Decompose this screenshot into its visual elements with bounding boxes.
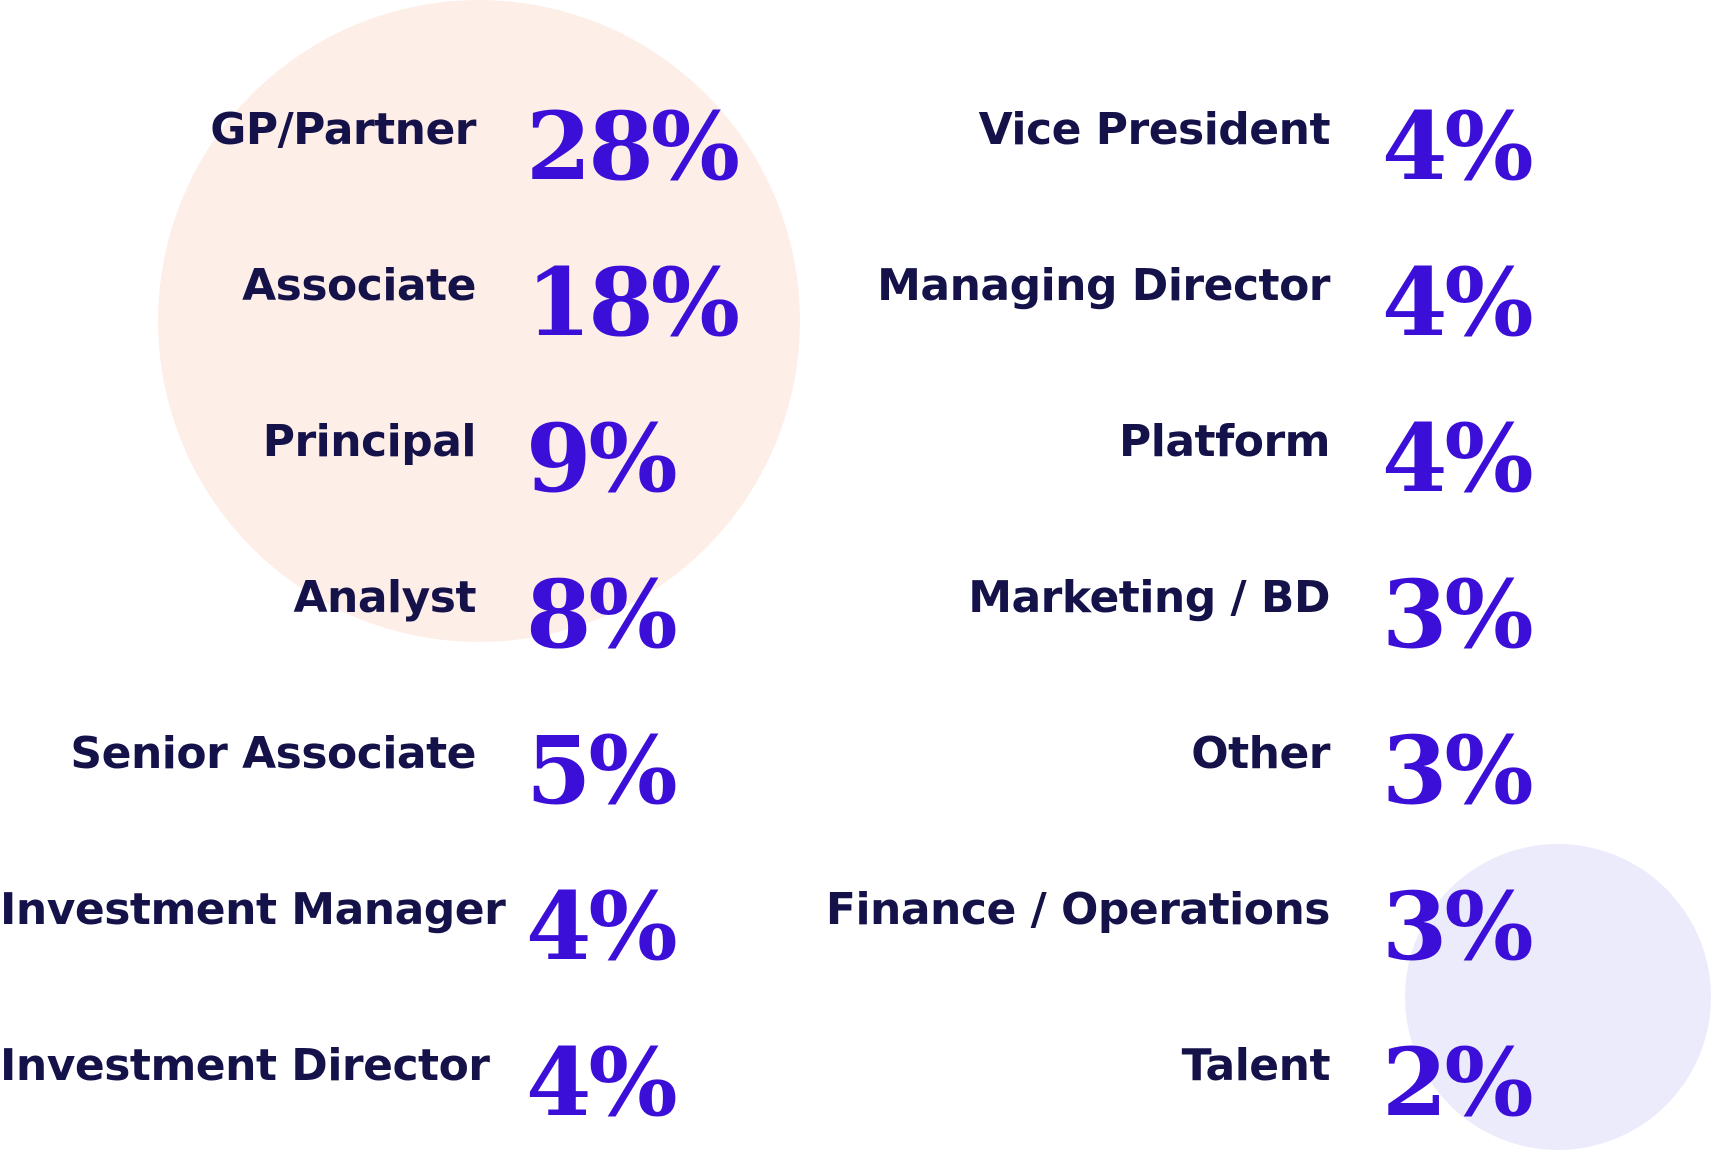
stat-label: Other	[1191, 728, 1330, 779]
stat-label: Associate	[242, 260, 476, 311]
stat-value: 9%	[526, 404, 678, 514]
stat-value: 4%	[1382, 248, 1534, 358]
stat-label: Managing Director	[877, 260, 1330, 311]
stat-row-marketing-bd: Marketing / BD 3%	[780, 534, 1534, 690]
stat-value: 4%	[526, 1028, 678, 1138]
stat-row-talent: Talent 2%	[780, 1002, 1534, 1158]
stat-value: 8%	[526, 560, 678, 670]
stat-row-managing-director: Managing Director 4%	[780, 222, 1534, 378]
stat-label: Principal	[262, 416, 477, 467]
stat-value: 5%	[526, 716, 678, 826]
stat-label: Senior Associate	[70, 728, 476, 779]
stat-row-finance-operations: Finance / Operations 3%	[780, 846, 1534, 1002]
stat-row-associate: Associate 18%	[0, 222, 740, 378]
stat-row-analyst: Analyst 8%	[0, 534, 737, 690]
stat-value: 2%	[1382, 1028, 1534, 1138]
stat-row-vice-president: Vice President 4%	[780, 66, 1534, 222]
stat-value: 28%	[526, 92, 740, 202]
left-stats-column: GP/Partner 28% Associate 18% Principal 9…	[0, 66, 740, 1158]
stat-value: 3%	[1382, 560, 1534, 670]
stat-row-principal: Principal 9%	[0, 378, 737, 534]
stat-value: 18%	[526, 248, 740, 358]
stat-label: GP/Partner	[210, 104, 476, 155]
stat-label: Finance / Operations	[825, 884, 1331, 935]
stat-row-senior-associate: Senior Associate 5%	[0, 690, 737, 846]
stat-value: 3%	[1382, 872, 1534, 982]
stat-row-investment-director: Investment Director 4%	[0, 1002, 737, 1158]
right-stats-column: Vice President 4% Managing Director 4% P…	[780, 66, 1534, 1158]
stat-label: Marketing / BD	[968, 572, 1330, 623]
stat-label: Investment Director	[0, 1040, 490, 1091]
stat-label: Platform	[1119, 416, 1330, 467]
stat-label: Vice President	[978, 104, 1331, 155]
stat-row-other: Other 3%	[780, 690, 1534, 846]
stat-label: Investment Manager	[0, 884, 506, 935]
stat-row-gp-partner: GP/Partner 28%	[0, 66, 740, 222]
decorative-circle-peach	[158, 0, 800, 642]
decorative-circle-lavender	[1405, 844, 1711, 1150]
stat-label: Talent	[1181, 1040, 1331, 1091]
stat-value: 4%	[1382, 404, 1534, 514]
stat-row-platform: Platform 4%	[780, 378, 1534, 534]
stat-label: Analyst	[293, 572, 476, 623]
stat-value: 4%	[1382, 92, 1534, 202]
stat-row-investment-manager: Investment Manager 4%	[0, 846, 737, 1002]
stat-value: 3%	[1382, 716, 1534, 826]
stat-value: 4%	[526, 872, 678, 982]
